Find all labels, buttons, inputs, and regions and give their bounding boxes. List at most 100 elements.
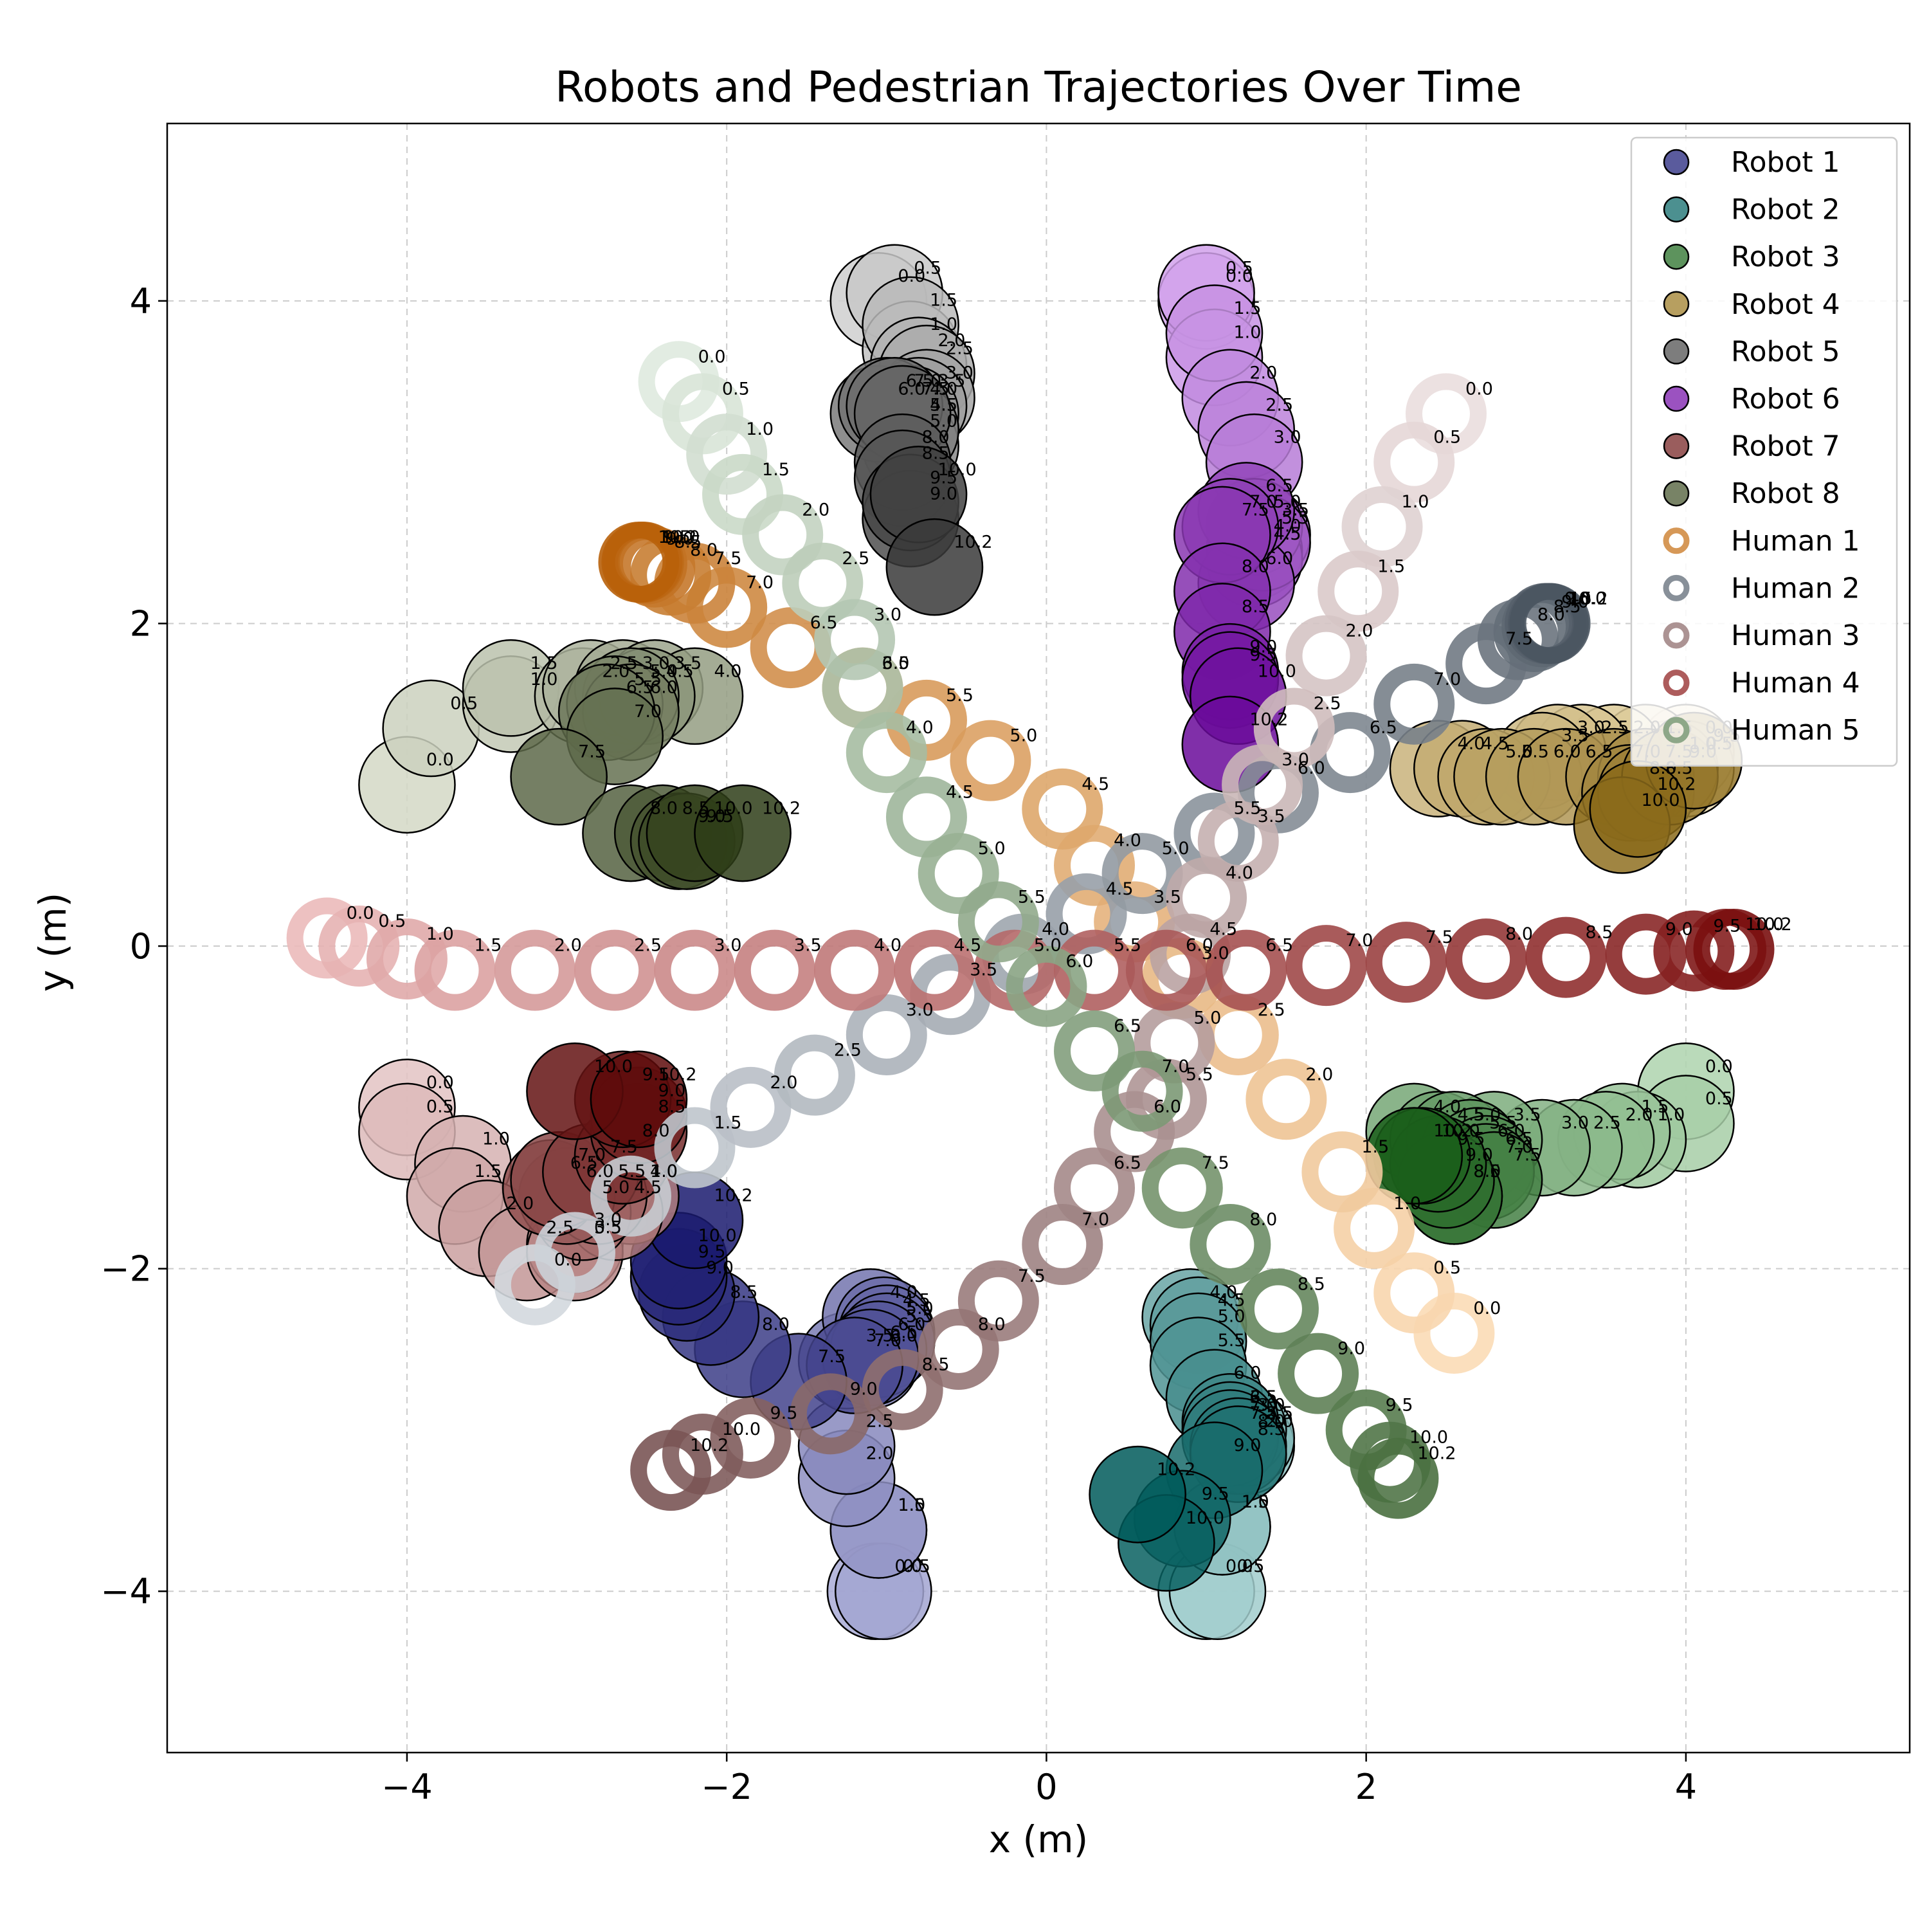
time-label: 1.5 [1377, 556, 1405, 576]
human-position-marker [1365, 922, 1447, 1003]
time-label: 10.2 [762, 798, 801, 818]
human-position-marker [1022, 768, 1103, 850]
time-label: 6.5 [570, 1153, 598, 1173]
time-label: 9.5 [642, 1064, 670, 1084]
human-position-marker [366, 918, 448, 1000]
time-label: 6.0 [1553, 742, 1581, 762]
y-axis-label: y (m) [31, 893, 75, 992]
axis-ticks: −4 −2 0 2 4 −4 −2 0 2 4 [100, 281, 1697, 1807]
legend-robot-marker [1663, 433, 1690, 459]
time-label: 10.2 [1570, 588, 1608, 608]
time-label: 3.5 [594, 1218, 622, 1238]
time-label: 5.0 [1274, 492, 1301, 512]
time-label: 3.0 [1258, 1395, 1285, 1415]
time-label: 9.5 [1202, 1484, 1229, 1504]
human-position-marker [1094, 1091, 1175, 1172]
human-position-marker [1190, 1204, 1271, 1286]
time-label: 1.5 [530, 653, 558, 673]
time-label: 3.5 [1561, 726, 1589, 746]
legend-entry-human-5: Human 5 [1663, 714, 1860, 747]
time-label: 8.5 [1242, 597, 1269, 617]
time-label: 5.0 [1218, 1306, 1245, 1326]
y-tick-label: −2 [100, 1249, 152, 1290]
time-label: 0.0 [554, 1250, 582, 1270]
time-label: 2.5 [1593, 1113, 1621, 1133]
human-position-marker [574, 929, 656, 1011]
time-label: 4.5 [903, 1290, 930, 1310]
human-position-marker [630, 1430, 712, 1511]
human-position-marker [590, 1155, 672, 1237]
legend-label: Robot 2 [1731, 194, 1840, 226]
time-label: 5.5 [930, 396, 957, 415]
time-label: 3.0 [1202, 943, 1229, 963]
x-tick-label: 0 [1035, 1767, 1057, 1807]
time-label: 5.0 [1034, 936, 1062, 956]
time-label: 5.5 [1218, 1331, 1245, 1351]
time-label: 9.5 [706, 807, 734, 826]
legend-robot-marker [1663, 385, 1690, 412]
human-position-marker [1006, 945, 1087, 1027]
legend-label: Human 1 [1731, 525, 1860, 558]
time-label: 3.5 [794, 936, 822, 956]
time-label: 9.5 [1458, 1129, 1485, 1149]
time-label: 5.5 [1186, 1064, 1213, 1084]
robot-position-marker [510, 727, 608, 826]
time-label: 0.0 [1473, 1299, 1501, 1318]
time-label: 6.5 [1265, 936, 1293, 956]
time-label: 5.5 [634, 670, 662, 689]
human-position-marker [1653, 910, 1735, 992]
time-label: 3.0 [874, 605, 901, 625]
time-label: 2.0 [1265, 1411, 1293, 1431]
legend-human-marker [1663, 527, 1690, 554]
time-label: 8.5 [1258, 1419, 1285, 1439]
time-label: 1.0 [530, 670, 558, 689]
time-label: 0.0 [426, 750, 454, 770]
legend-robot-marker [1663, 149, 1690, 176]
legend-entry-robot-5: Robot 5 [1663, 335, 1840, 368]
time-label: 0.5 [1236, 1556, 1264, 1576]
time-label: 2.0 [938, 331, 966, 351]
time-label: 8.0 [1505, 924, 1533, 944]
time-label: 7.5 [578, 742, 606, 762]
time-label: 8.5 [1553, 597, 1581, 617]
time-label: 4.0 [650, 1162, 678, 1181]
time-label: 7.0 [914, 371, 941, 391]
human-position-marker [654, 1107, 736, 1189]
x-tick-label: −2 [701, 1767, 752, 1807]
time-label: 10.2 [1753, 915, 1792, 934]
time-label: 3.0 [1274, 428, 1301, 448]
human-position-marker [1206, 929, 1287, 1011]
series-human-5 [638, 341, 1439, 1519]
time-label: 0.0 [1226, 1556, 1253, 1576]
legend-box [1630, 136, 1898, 767]
robot-position-marker [885, 518, 984, 616]
time-label: 4.5 [666, 661, 694, 681]
time-label: 6.5 [1505, 1129, 1533, 1149]
legend-label: Robot 5 [1731, 335, 1840, 368]
time-label: 5.5 [1114, 936, 1141, 956]
time-label: 8.0 [1537, 605, 1565, 625]
time-label: 5.5 [906, 1306, 934, 1326]
time-label: 4.0 [930, 379, 957, 399]
time-label: 4.0 [1114, 831, 1141, 851]
time-label: 8.0 [650, 798, 678, 818]
y-tick-label: −4 [100, 1571, 152, 1612]
time-label: 9.5 [663, 527, 691, 547]
time-label: 9.0 [1465, 1145, 1493, 1165]
legend-label: Robot 1 [1731, 146, 1840, 179]
time-label: 9.0 [1561, 592, 1589, 612]
time-label: 7.0 [578, 1145, 606, 1165]
time-label: 9.5 [1386, 1395, 1413, 1415]
legend-entry-robot-2: Robot 2 [1663, 194, 1840, 226]
legend-human-marker [1663, 574, 1690, 601]
human-position-marker [918, 833, 999, 915]
time-label: 6.0 [1233, 1363, 1261, 1383]
human-position-marker [598, 522, 680, 603]
time-label: 9.0 [930, 484, 957, 504]
time-label: 6.5 [1114, 1016, 1141, 1036]
legend-label: Robot 7 [1731, 430, 1840, 463]
time-label: 6.5 [1114, 1153, 1141, 1173]
time-label: 9.0 [1249, 637, 1277, 657]
time-label: 2.0 [1626, 1105, 1653, 1125]
